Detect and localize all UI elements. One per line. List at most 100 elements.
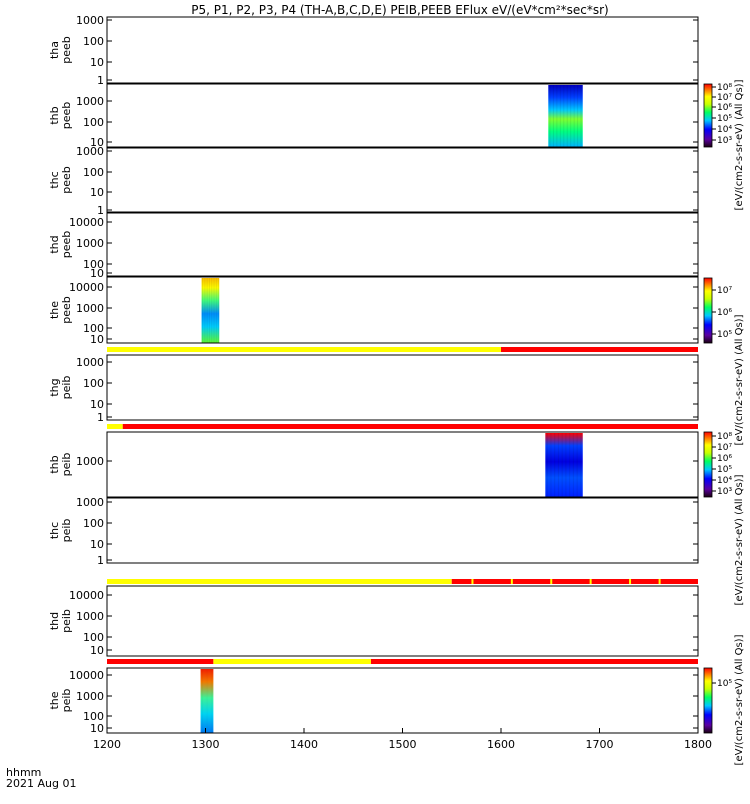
flag-gap: [658, 579, 661, 584]
y-tick-label: 1000: [76, 610, 104, 623]
panel-label: thg peib: [48, 376, 73, 400]
y-tick-label: 10000: [69, 216, 104, 229]
panel-frame: [106, 431, 699, 498]
y-tick-label: 1000: [76, 302, 104, 315]
colorbar-tick-label: 10⁶: [717, 308, 732, 318]
panel-label-probe: thg: [48, 378, 61, 396]
panel-label: the peeb: [48, 296, 73, 324]
y-tick-label: 1000: [76, 455, 104, 468]
panel-frame: [106, 276, 699, 344]
y-tick-label: 100: [83, 517, 104, 530]
spectrogram-block: [200, 669, 214, 733]
colorbar-tick-label: 10⁸: [717, 83, 732, 93]
colorbar-label: [eV/(cm2-s-sr-eV) (All Qs)]: [734, 474, 745, 605]
colorbar-tick-label: 10⁷: [717, 443, 732, 453]
flag-segment: [107, 659, 214, 664]
colorbar-tick-label: 10⁵: [717, 679, 732, 689]
panel-label: thc peib: [48, 519, 73, 543]
panel-label-probe: the: [48, 691, 61, 709]
flag-segment: [501, 347, 698, 352]
panel-7: 1000 100 10 1 thc peib: [48, 496, 699, 567]
panel-2: 1000 100 10 1 thc peeb: [48, 145, 699, 217]
y-tick-label: 10: [90, 333, 104, 346]
colorbar-scale: [703, 431, 713, 498]
y-tick-label: 10: [90, 538, 104, 551]
x-tick-label: 1300: [192, 738, 220, 751]
colorbar-3: 10⁵ [eV/(cm2-s-sr-eV) (All Qs)]: [703, 634, 745, 765]
colorbar-tick-label: 10⁵: [717, 114, 732, 124]
panel-label-product: peib: [60, 689, 73, 713]
panel-frame: [106, 16, 699, 84]
panel-label: thb peeb: [48, 102, 73, 130]
y-tick-label: 10: [90, 136, 104, 149]
panel-label-probe: thb: [48, 455, 61, 473]
panel-label-product: peib: [60, 519, 73, 543]
colorbar-1: 10⁷ 10⁶ 10⁵ [eV/(cm2-s-sr-eV) (All Qs)]: [703, 277, 745, 445]
panel-frame: [106, 147, 699, 213]
flag-segment: [370, 659, 698, 664]
y-tick-label: 1000: [76, 237, 104, 250]
x-tick-label: 1200: [93, 738, 121, 751]
panel-label-probe: thd: [48, 612, 61, 630]
y-tick-label: 10: [90, 267, 104, 280]
colorbar-tick-label: 10³: [717, 487, 732, 497]
flag-bar-0: [107, 347, 698, 352]
y-tick-label: 1000: [76, 356, 104, 369]
y-tick-label: 10000: [69, 281, 104, 294]
y-tick-label: 10: [90, 722, 104, 735]
y-tick-label: 10: [90, 56, 104, 69]
panel-label-probe: thc: [48, 522, 61, 539]
panel-label-product: peeb: [60, 36, 73, 64]
panel-label: tha peeb: [48, 36, 73, 64]
flag-gap: [629, 579, 632, 584]
panel-label: thb peib: [48, 453, 73, 477]
colorbar-tick-label: 10⁶: [717, 103, 732, 113]
flag-gap: [471, 579, 474, 584]
colorbar-scale: [703, 83, 713, 148]
panel-label-probe: tha: [48, 41, 61, 59]
colorbar-tick-label: 10⁵: [717, 330, 732, 340]
panel-label-product: peib: [60, 376, 73, 400]
spectrogram-block: [548, 85, 583, 147]
y-tick-label: 1000: [76, 496, 104, 509]
spectrogram-block: [545, 433, 583, 497]
flag-gap: [550, 579, 553, 584]
panel-label: the peib: [48, 689, 73, 713]
panel-frame: [106, 497, 699, 564]
flag-bar-2: [107, 579, 698, 584]
panel-label-product: peeb: [60, 102, 73, 130]
colorbar-tick-label: 10⁷: [717, 286, 732, 296]
panel-label-probe: thc: [48, 171, 61, 188]
panel-5: 1000 100 101 thg peib: [48, 354, 699, 424]
flag-segment: [107, 347, 501, 352]
y-tick-label: 100: [83, 166, 104, 179]
panel-label-product: peeb: [60, 166, 73, 194]
y-tick-label: 1000: [76, 14, 104, 27]
y-tick-label: 100: [83, 377, 104, 390]
colorbar-tick-label: 10⁵: [717, 465, 732, 475]
y-tick-label: 100: [83, 116, 104, 129]
y-tick-label: 100: [83, 258, 104, 271]
colorbar-tick-label: 10⁸: [717, 432, 732, 442]
y-tick-label: 100: [83, 710, 104, 723]
flag-bar-3: [107, 659, 698, 664]
flag-segment: [213, 659, 371, 664]
y-tick-label: 1000: [76, 95, 104, 108]
x-tick-label: 1600: [487, 738, 515, 751]
y-tick-label: 1: [97, 554, 104, 567]
panel-label-product: peib: [60, 453, 73, 477]
colorbar-scale: [703, 277, 713, 344]
flag-segment: [451, 579, 698, 584]
y-tick-label: 10: [90, 186, 104, 199]
spectrogram-block: [201, 278, 220, 343]
y-tick-label: 1: [97, 204, 104, 217]
panel-0: 1000 100 10 1 tha peeb: [48, 14, 699, 87]
panel-frame: [106, 83, 699, 148]
